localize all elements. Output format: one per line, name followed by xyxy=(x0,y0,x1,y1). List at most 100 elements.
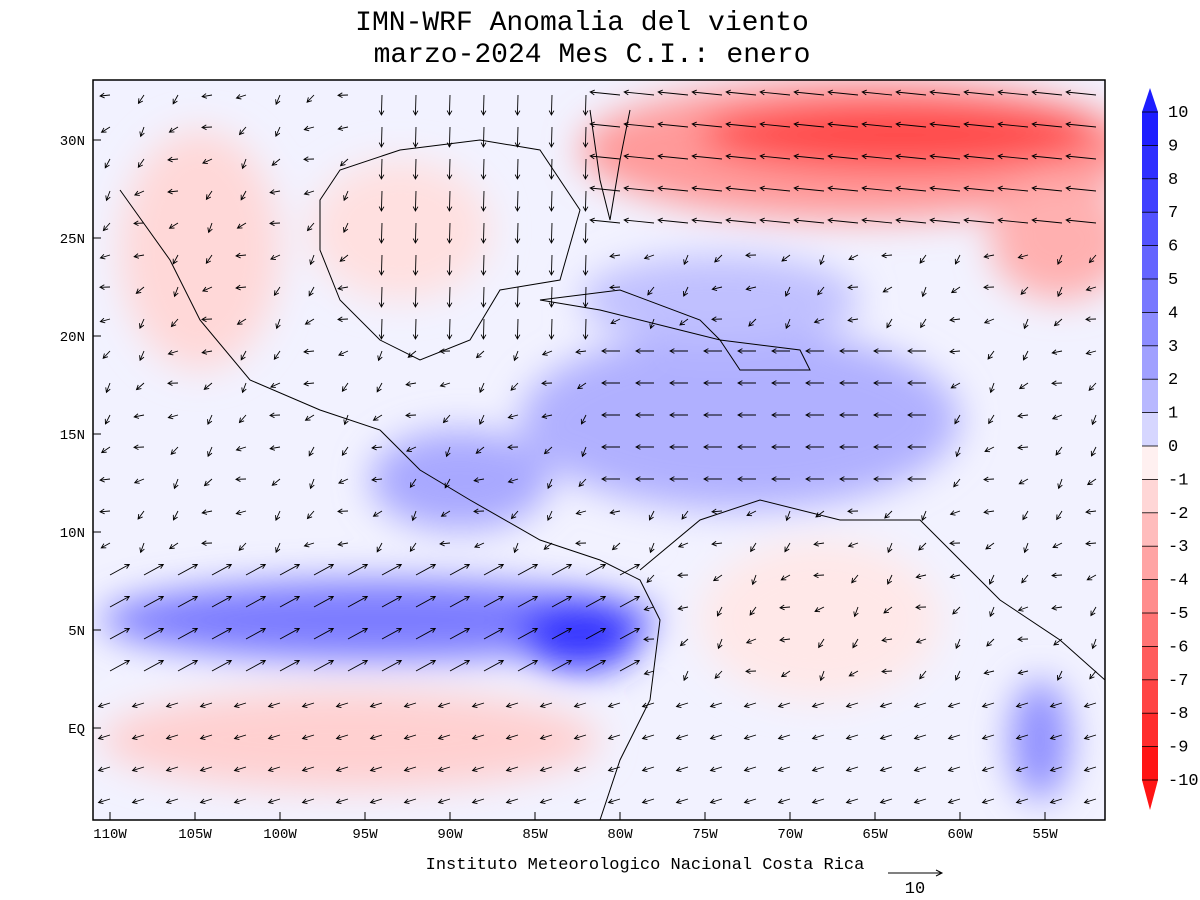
colorbar-segment xyxy=(1142,412,1158,447)
wind-arrow xyxy=(691,185,723,192)
wind-arrow xyxy=(669,476,688,482)
wind-arrow xyxy=(582,318,589,340)
wind-arrow xyxy=(703,444,722,450)
wind-arrow xyxy=(273,286,281,297)
wind-arrow xyxy=(873,412,892,418)
wind-arrow xyxy=(981,702,995,708)
wind-arrow xyxy=(845,798,859,804)
colorbar-segment xyxy=(1142,145,1158,180)
wind-arrow xyxy=(514,286,521,308)
wind-arrow xyxy=(643,254,655,260)
wind-arrow xyxy=(513,542,519,554)
wind-arrow xyxy=(338,350,349,356)
wind-arrow xyxy=(745,285,757,292)
wind-arrow xyxy=(745,668,757,675)
wind-arrow xyxy=(403,798,417,804)
wind-arrow xyxy=(97,766,111,772)
wind-arrow xyxy=(963,153,995,160)
wind-arrow xyxy=(819,254,825,266)
wind-arrow xyxy=(805,380,824,386)
wind-arrow xyxy=(412,158,419,180)
wind-arrow xyxy=(949,348,961,355)
wind-arrow xyxy=(576,382,587,390)
wind-arrow xyxy=(415,596,437,608)
wind-arrow xyxy=(949,573,961,580)
wind-arrow xyxy=(781,254,791,262)
wind-arrow xyxy=(839,476,858,482)
wind-arrow xyxy=(412,222,419,244)
wind-arrow xyxy=(338,478,349,484)
colorbar-segment xyxy=(1142,479,1158,514)
wind-arrow xyxy=(714,670,723,679)
colorbar-label: 0 xyxy=(1168,438,1178,457)
colorbar-label: -10 xyxy=(1168,772,1199,791)
wind-arrow xyxy=(131,702,145,708)
wind-arrow xyxy=(539,798,553,804)
wind-arrow xyxy=(954,254,961,265)
wind-arrow xyxy=(405,412,417,419)
wind-arrow xyxy=(507,444,519,450)
wind-arrow xyxy=(347,596,369,608)
wind-arrow xyxy=(759,185,791,192)
wind-arrow xyxy=(845,766,859,772)
wind-arrow xyxy=(703,380,722,386)
wind-arrow xyxy=(881,252,893,259)
wind-arrow xyxy=(371,444,383,451)
wind-arrow xyxy=(771,444,790,450)
wind-arrow xyxy=(479,382,485,394)
wind-arrow xyxy=(97,702,111,708)
wind-arrow xyxy=(879,702,893,708)
wind-arrow xyxy=(369,766,383,772)
wind-arrow xyxy=(279,596,301,608)
wind-arrow xyxy=(541,380,553,387)
wind-arrow xyxy=(172,254,179,265)
wind-arrow xyxy=(643,605,655,612)
wind-arrow xyxy=(675,766,689,772)
wind-arrow xyxy=(575,509,587,516)
wind-arrow xyxy=(677,605,689,611)
wind-arrow xyxy=(378,222,385,244)
wind-arrow xyxy=(717,638,723,650)
wind-arrow xyxy=(1057,254,1063,265)
wind-arrow xyxy=(269,412,281,419)
colorbar-extension xyxy=(1142,88,1158,112)
wind-arrow xyxy=(109,596,131,608)
wind-arrow xyxy=(691,153,723,160)
wind-arrow xyxy=(649,318,655,330)
wind-arrow xyxy=(813,541,825,547)
wind-arrow xyxy=(952,606,961,615)
wind-arrow xyxy=(446,222,453,244)
wind-arrow xyxy=(313,628,335,640)
wind-arrow xyxy=(582,190,589,212)
wind-arrow xyxy=(104,158,111,169)
wind-arrow xyxy=(997,217,1029,224)
wind-arrow xyxy=(709,798,723,804)
wind-arrow xyxy=(1086,478,1097,486)
wind-arrow xyxy=(507,478,519,484)
wind-arrow xyxy=(201,316,213,323)
wind-arrow xyxy=(780,574,791,581)
wind-arrow xyxy=(582,222,589,244)
wind-arrow xyxy=(777,734,791,740)
colorbar-segment xyxy=(1142,345,1158,380)
wind-arrow xyxy=(99,476,111,483)
wind-arrow xyxy=(510,510,519,520)
wind-arrow xyxy=(983,284,995,291)
wind-arrow xyxy=(784,286,791,297)
wind-arrow xyxy=(236,222,247,229)
colorbar-label: -6 xyxy=(1168,638,1188,657)
wind-arrow xyxy=(211,660,233,672)
wind-arrow xyxy=(881,637,893,643)
colorbar-segment xyxy=(1142,546,1158,581)
wind-arrow xyxy=(446,318,453,340)
wind-arrow xyxy=(1088,254,1097,264)
wind-arrow xyxy=(437,766,451,772)
wind-arrow xyxy=(446,94,453,116)
wind-arrow xyxy=(1083,734,1097,740)
wind-arrow xyxy=(245,660,267,672)
wind-arrow xyxy=(611,542,621,551)
wind-arrow xyxy=(641,766,655,772)
wind-arrow xyxy=(873,476,892,482)
wind-arrow xyxy=(811,702,825,708)
wind-arrow xyxy=(714,254,723,263)
